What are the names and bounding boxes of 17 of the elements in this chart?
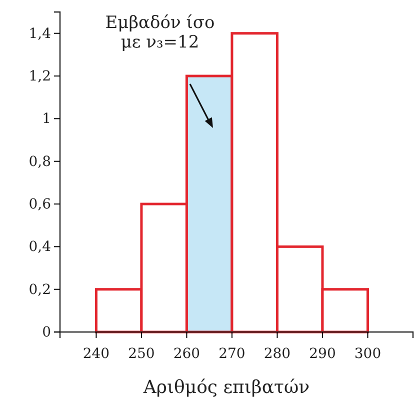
y-tick-label: 1 xyxy=(42,111,51,128)
y-tick-label: 0,8 xyxy=(28,154,51,170)
x-tick-label: 240 xyxy=(82,346,110,362)
y-tick-label: 1,2 xyxy=(28,68,51,84)
y-tick-label: 1,4 xyxy=(28,26,52,42)
y-tick-label: 0,4 xyxy=(28,239,52,256)
x-tick-label: 270 xyxy=(218,346,246,362)
y-tick-label: 0,2 xyxy=(28,282,51,298)
x-tick-label: 250 xyxy=(128,346,155,362)
annotation: Εμβαδόν ίσο με ν₃=12 xyxy=(105,13,215,53)
x-tick-label: 300 xyxy=(354,346,382,362)
y-tick-label: 0,6 xyxy=(28,196,52,212)
x-tick-label: 280 xyxy=(264,346,291,362)
y-tick-label: 0 xyxy=(42,324,51,340)
x-axis-title: Αριθμός επιβατών xyxy=(142,377,310,398)
x-tick-label: 290 xyxy=(309,346,336,362)
x-tick-label: 260 xyxy=(173,346,200,362)
